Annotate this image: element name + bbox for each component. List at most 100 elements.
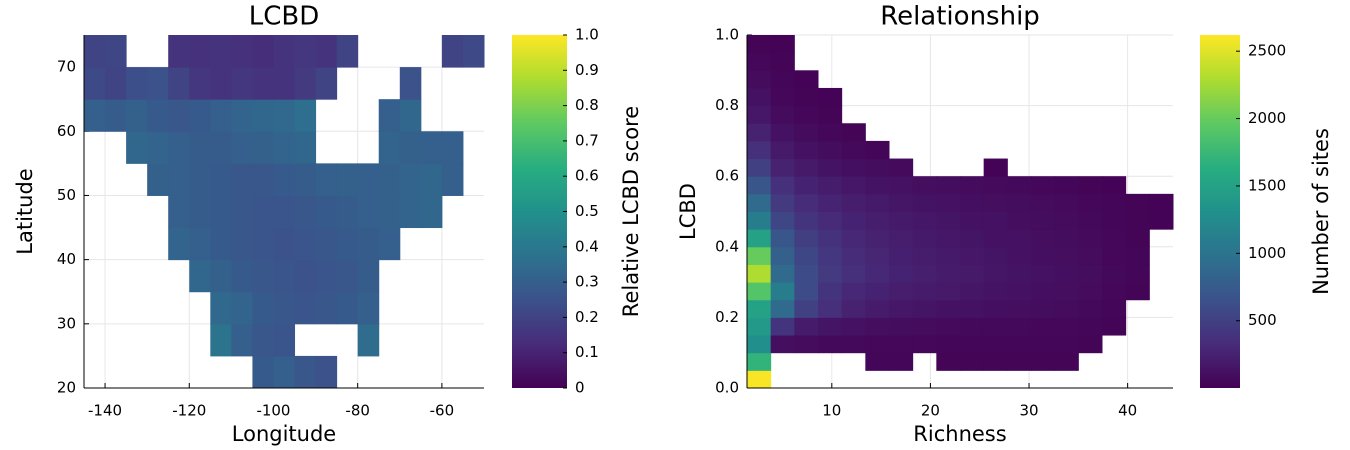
histogram-cell: [1102, 229, 1127, 248]
map-cell: [420, 195, 443, 229]
histogram-cell: [1054, 211, 1079, 230]
x-tick-label: 10: [822, 402, 841, 420]
map-cell: [441, 163, 464, 196]
histogram-cell: [1102, 317, 1127, 336]
y-tick-label: 0.0: [715, 379, 739, 397]
map-cell: [126, 131, 148, 164]
histogram-cell: [1054, 299, 1079, 318]
histogram-cell: [818, 229, 843, 248]
chart-title: Relationship: [880, 2, 1040, 32]
map-cell: [84, 99, 106, 132]
map-cell: [105, 67, 127, 100]
map-cell: [273, 323, 296, 357]
y-tick-label: 40: [57, 250, 76, 268]
histogram-cell: [912, 299, 937, 318]
histogram-cell: [770, 335, 795, 354]
histogram-cell: [1031, 176, 1056, 195]
y-tick-label: 30: [57, 314, 76, 332]
histogram-cell: [960, 317, 985, 336]
map-cell: [210, 35, 232, 68]
histogram-cell: [1031, 229, 1056, 248]
histogram-cell: [1054, 335, 1079, 354]
histogram-cell: [936, 193, 961, 212]
histogram-cell: [960, 299, 985, 318]
histogram-cell: [983, 335, 1008, 354]
histogram-cell: [747, 35, 772, 54]
colorbar-tick-label: 0.9: [575, 61, 599, 79]
map-cell: [315, 163, 338, 196]
map-cell: [168, 227, 190, 261]
y-tick-label: 0.8: [715, 96, 739, 114]
map-cell: [357, 291, 380, 325]
colorbar-tick-label: 500: [1248, 311, 1277, 329]
histogram-cell: [1054, 264, 1079, 283]
map-cell: [378, 99, 401, 132]
histogram-cell: [912, 176, 937, 195]
colorbar-tick-label: 0.6: [575, 167, 599, 185]
map-cell: [378, 131, 401, 164]
histogram-cell: [936, 229, 961, 248]
histogram-cell: [1078, 335, 1103, 354]
map-cell: [336, 259, 359, 293]
map-cell: [294, 131, 317, 164]
histogram-cell: [1007, 193, 1032, 212]
map-cell: [294, 227, 317, 261]
histogram-cell: [1078, 193, 1103, 212]
map-cell: [441, 35, 464, 68]
map-cell: [294, 67, 317, 100]
map-cell: [399, 67, 422, 100]
map-cell: [336, 291, 359, 325]
histogram-cell: [1007, 246, 1032, 265]
histogram-cell: [794, 176, 819, 195]
histogram-cell: [1125, 193, 1150, 212]
histogram-cell: [1102, 176, 1127, 195]
histogram-cell: [865, 229, 890, 248]
histogram-cell: [889, 317, 914, 336]
map-cell: [336, 35, 359, 68]
map-cell: [189, 195, 211, 229]
histogram-cell: [818, 87, 843, 107]
map-cell: [189, 35, 211, 68]
histogram-cell: [794, 317, 819, 336]
histogram-cell: [960, 352, 985, 371]
map-cell: [126, 67, 148, 100]
histogram-cell: [1054, 246, 1079, 265]
histogram-cell: [983, 229, 1008, 248]
colorbar-tick-label: 0.5: [575, 202, 599, 220]
histogram-cell: [747, 87, 772, 107]
histogram-cell: [747, 229, 772, 248]
map-cell: [273, 99, 296, 132]
histogram-cell: [889, 229, 914, 248]
histogram-cell: [1078, 211, 1103, 230]
histogram-cell: [1007, 229, 1032, 248]
histogram-cell: [1007, 335, 1032, 354]
map-cell: [168, 163, 190, 196]
histogram-cell: [794, 246, 819, 265]
histogram-cell: [912, 246, 937, 265]
map-cell: [231, 259, 253, 293]
histogram-cell: [983, 158, 1008, 177]
map-cell: [231, 131, 253, 164]
histogram-cell: [770, 229, 795, 248]
histogram-cell: [794, 335, 819, 354]
map-cell: [189, 67, 211, 100]
histogram-cell: [1031, 193, 1056, 212]
map-cell: [294, 35, 317, 68]
histogram-cell: [1078, 176, 1103, 195]
histogram-cell: [841, 158, 866, 177]
histogram-cell: [747, 193, 772, 212]
histogram-cell: [865, 317, 890, 336]
map-cell: [315, 355, 338, 389]
histogram-cell: [1078, 299, 1103, 318]
histogram-cell: [770, 282, 795, 301]
histogram-cell: [747, 317, 772, 336]
histogram-cell: [794, 193, 819, 212]
histogram-cell: [983, 246, 1008, 265]
histogram-cell: [983, 299, 1008, 318]
map-cell: [315, 35, 338, 68]
histogram-cell: [747, 140, 772, 160]
histogram-cell: [841, 335, 866, 354]
map-cell: [231, 291, 253, 325]
histogram-cell: [841, 229, 866, 248]
histogram-cell: [747, 246, 772, 265]
